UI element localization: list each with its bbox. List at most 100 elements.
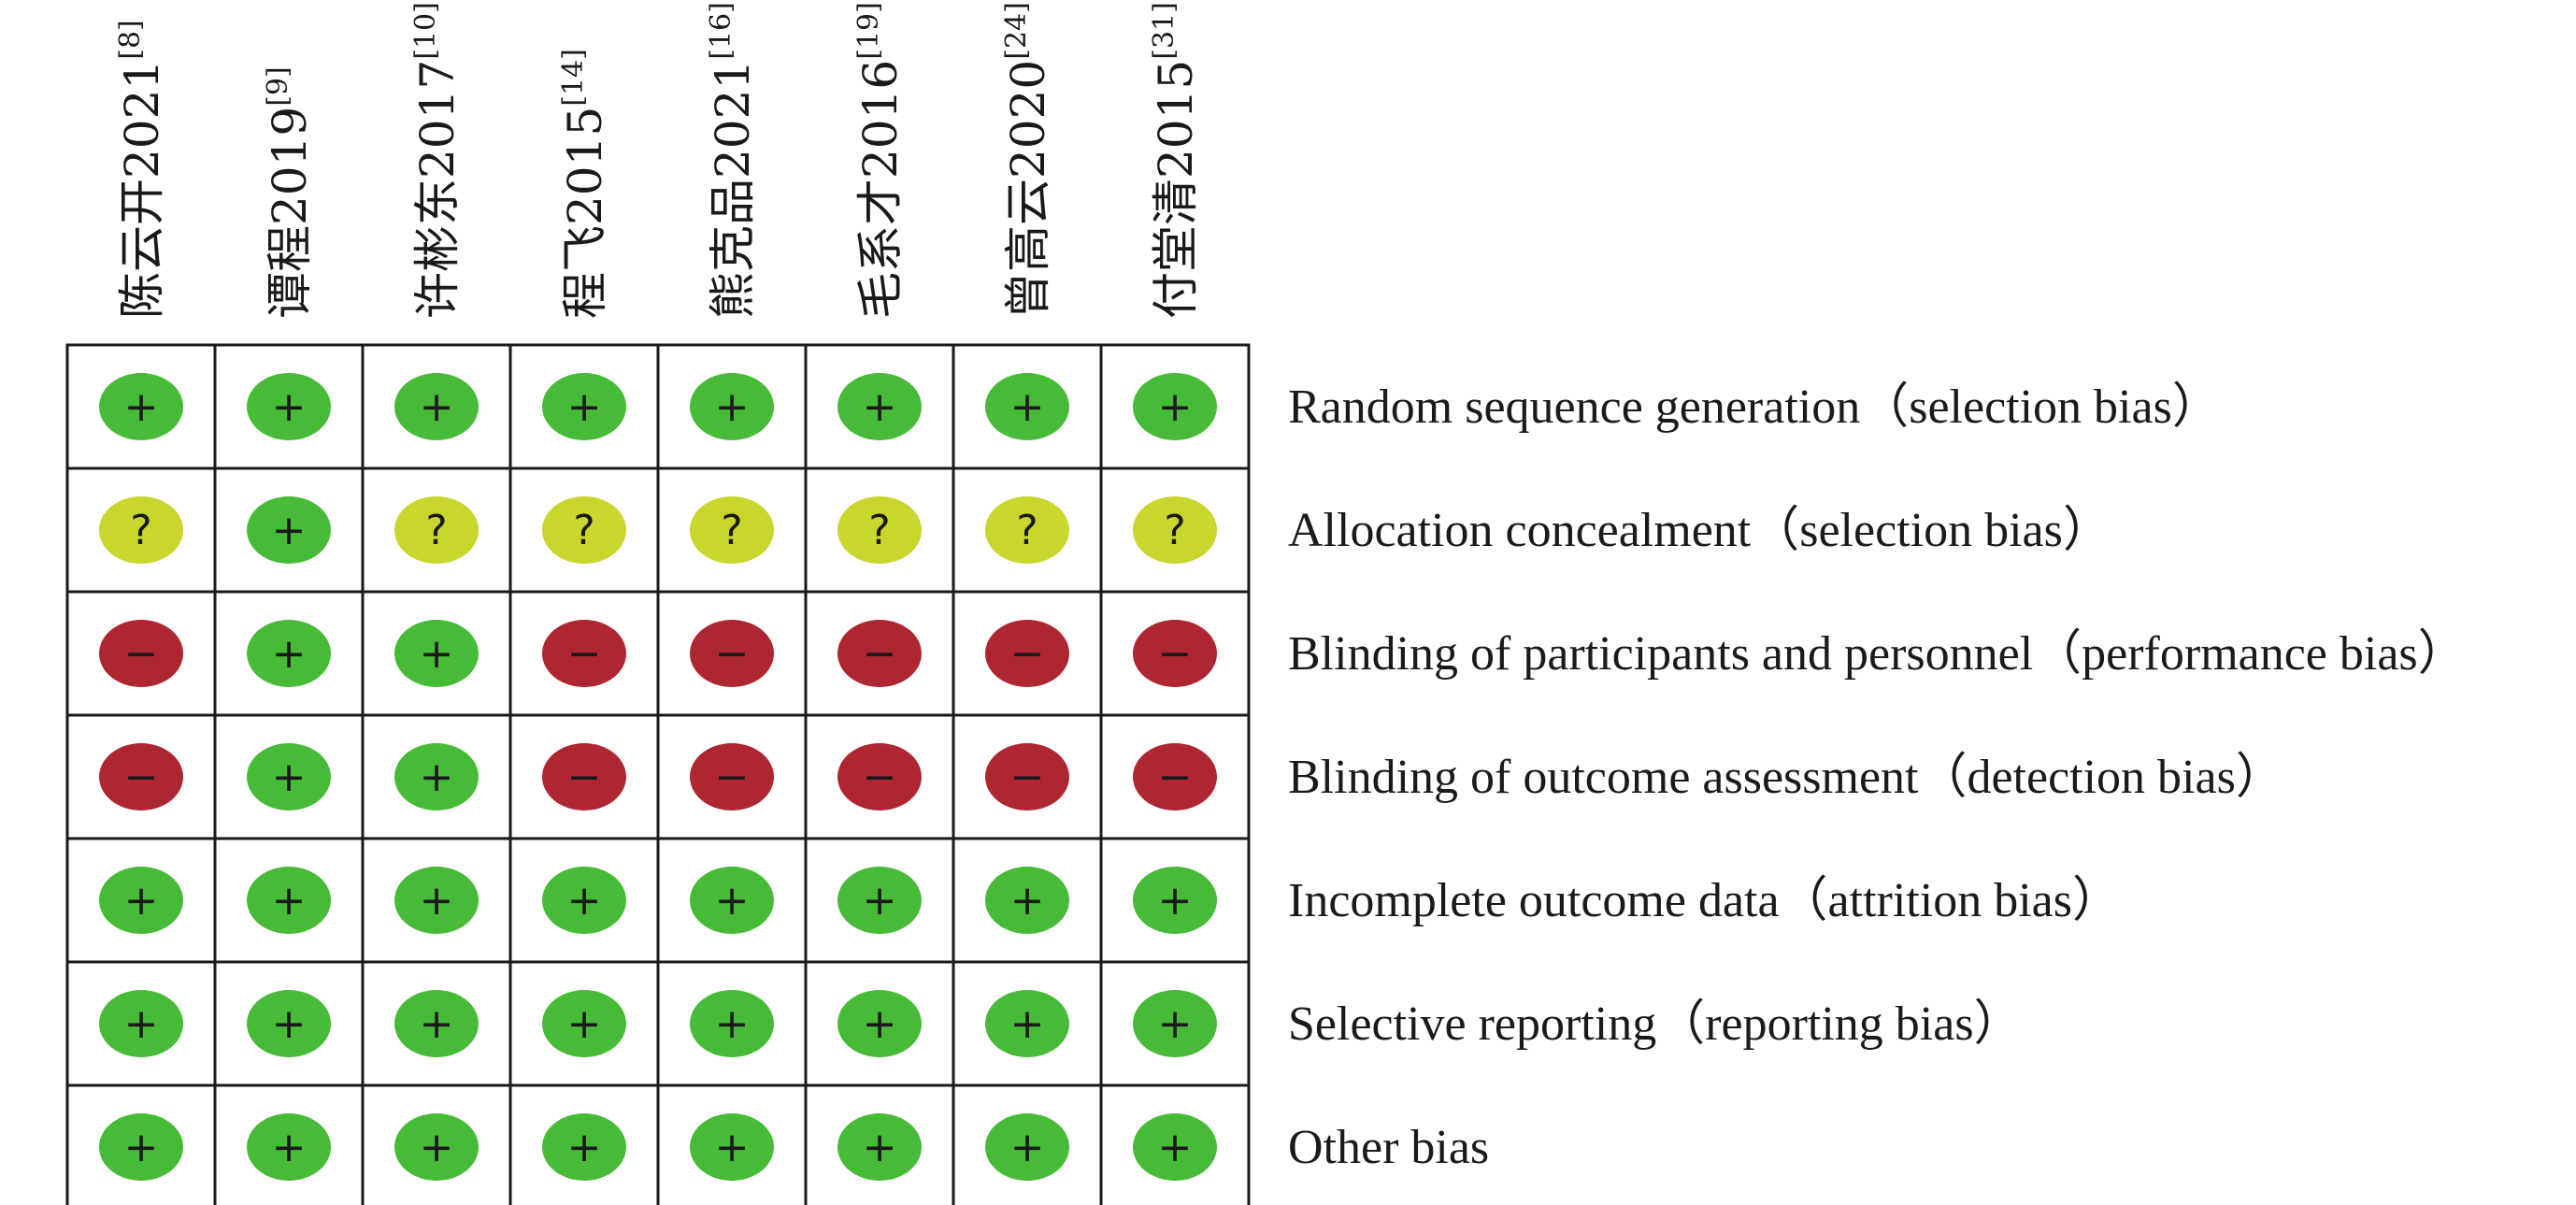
judgement-symbol: + — [715, 1000, 750, 1048]
judgement-low-r5-c2: + — [247, 867, 331, 934]
judgement-low-r5-c6: + — [837, 867, 922, 934]
judgement-dot — [99, 1113, 183, 1181]
judgement-dot — [394, 990, 479, 1057]
judgement-symbol: + — [272, 1000, 307, 1048]
judgement-low-r2-c2: + — [247, 496, 331, 564]
domain-label-7: Other bias — [1288, 1121, 1489, 1174]
judgement-symbol: + — [1158, 877, 1193, 925]
judgement-dot — [690, 990, 774, 1057]
judgement-symbol: + — [420, 1000, 454, 1048]
judgement-unclear-r2-c8: ? — [1133, 496, 1217, 564]
judgement-low-r6-c4: + — [542, 990, 626, 1057]
judgement-low-r3-c2: + — [247, 620, 331, 687]
judgement-dot — [247, 1113, 331, 1181]
study-name: 谭程2019 — [263, 107, 317, 319]
judgement-dot — [247, 373, 331, 440]
judgement-low-r1-c6: + — [837, 373, 922, 440]
judgement-symbol: ? — [573, 507, 594, 554]
judgement-dot — [837, 990, 922, 1057]
judgement-dot — [690, 620, 774, 687]
study-label-7: 曾高云2020[24] — [1000, 2, 1055, 319]
judgement-dot — [690, 496, 774, 564]
judgement-symbol: + — [1010, 1124, 1045, 1171]
judgement-symbol: ? — [1164, 507, 1185, 554]
judgement-dot — [542, 496, 626, 564]
judgement-symbol: − — [124, 753, 159, 801]
judgement-dot — [542, 743, 626, 811]
judgement-low-r7-c6: + — [837, 1113, 922, 1181]
judgement-symbol: + — [420, 753, 454, 801]
judgement-symbol: + — [715, 383, 750, 431]
judgement-high-r4-c1: − — [99, 743, 183, 811]
judgement-unclear-r2-c1: ? — [99, 496, 183, 564]
judgement-symbol: + — [1010, 383, 1045, 431]
judgement-dot — [985, 1113, 1069, 1181]
study-label-4: 程飞2015[14] — [557, 49, 612, 319]
study-ref: [9] — [262, 66, 294, 107]
judgement-high-r4-c8: − — [1133, 743, 1217, 811]
judgement-low-r5-c1: + — [99, 867, 183, 934]
judgement-unclear-r2-c7: ? — [985, 496, 1069, 564]
domain-label-6: Selective reporting（reporting bias） — [1288, 997, 2023, 1051]
study-ref: [24] — [1000, 2, 1033, 60]
judgement-dot — [394, 867, 479, 934]
judgement-dot — [99, 620, 183, 687]
domain-label-3: Blinding of participants and personnel（p… — [1288, 627, 2467, 681]
judgement-dot — [985, 990, 1069, 1057]
judgement-dot — [1133, 496, 1217, 564]
domain-label-2: Allocation concealment（selection bias） — [1288, 504, 2111, 557]
judgement-low-r1-c4: + — [542, 373, 626, 440]
judgement-grid — [65, 343, 1251, 1205]
judgement-dot — [690, 373, 774, 440]
judgement-symbol: − — [1158, 630, 1193, 678]
judgement-low-r4-c3: + — [394, 743, 479, 811]
judgement-dot — [985, 373, 1069, 440]
judgement-dot — [837, 867, 922, 934]
judgement-symbol: − — [863, 630, 897, 678]
judgement-low-r6-c5: + — [690, 990, 774, 1057]
judgement-dot — [1133, 867, 1217, 934]
judgement-symbol: − — [715, 753, 750, 801]
judgement-dot — [985, 867, 1069, 934]
judgement-low-r7-c2: + — [247, 1113, 331, 1181]
judgement-dot — [247, 990, 331, 1057]
judgement-symbol: ? — [130, 507, 151, 554]
judgement-low-r6-c7: + — [985, 990, 1069, 1057]
judgement-low-r7-c3: + — [394, 1113, 479, 1181]
judgement-symbol: + — [272, 383, 307, 431]
judgement-dot — [99, 373, 183, 440]
domain-label-5: Incomplete outcome data（attrition bias） — [1288, 874, 2121, 927]
judgement-symbol: + — [420, 1124, 454, 1171]
judgement-symbol: ? — [868, 507, 890, 554]
judgement-low-r6-c1: + — [99, 990, 183, 1057]
judgement-symbol: + — [124, 1000, 159, 1048]
judgement-symbol: + — [124, 383, 159, 431]
judgement-dot — [1133, 373, 1217, 440]
study-name: 陈云开2021 — [115, 60, 169, 319]
judgement-low-r1-c5: + — [690, 373, 774, 440]
judgement-low-r1-c8: + — [1133, 373, 1217, 440]
judgement-dot — [542, 867, 626, 934]
judgement-symbol: + — [1010, 1000, 1045, 1048]
judgement-low-r5-c3: + — [394, 867, 479, 934]
judgement-symbol: + — [1158, 1124, 1193, 1171]
judgement-dot — [247, 867, 331, 934]
judgement-low-r6-c2: + — [247, 990, 331, 1057]
judgement-dot — [837, 620, 922, 687]
study-label-2: 谭程2019[9] — [262, 66, 317, 319]
judgement-symbol: + — [863, 877, 897, 925]
judgement-dot — [837, 743, 922, 811]
judgement-symbol: − — [715, 630, 750, 678]
study-ref: [10] — [409, 2, 442, 60]
judgement-high-r3-c1: − — [99, 620, 183, 687]
judgement-symbol: − — [1010, 753, 1045, 801]
judgement-high-r4-c6: − — [837, 743, 922, 811]
judgement-unclear-r2-c3: ? — [394, 496, 479, 564]
judgement-low-r7-c4: + — [542, 1113, 626, 1181]
study-name: 毛系才2016 — [853, 60, 908, 319]
judgement-symbol: + — [715, 1124, 750, 1171]
judgement-dot — [837, 1113, 922, 1181]
domain-label-1: Random sequence generation（selection bia… — [1288, 380, 2221, 434]
judgement-symbol: + — [567, 383, 602, 431]
judgement-low-r6-c6: + — [837, 990, 922, 1057]
